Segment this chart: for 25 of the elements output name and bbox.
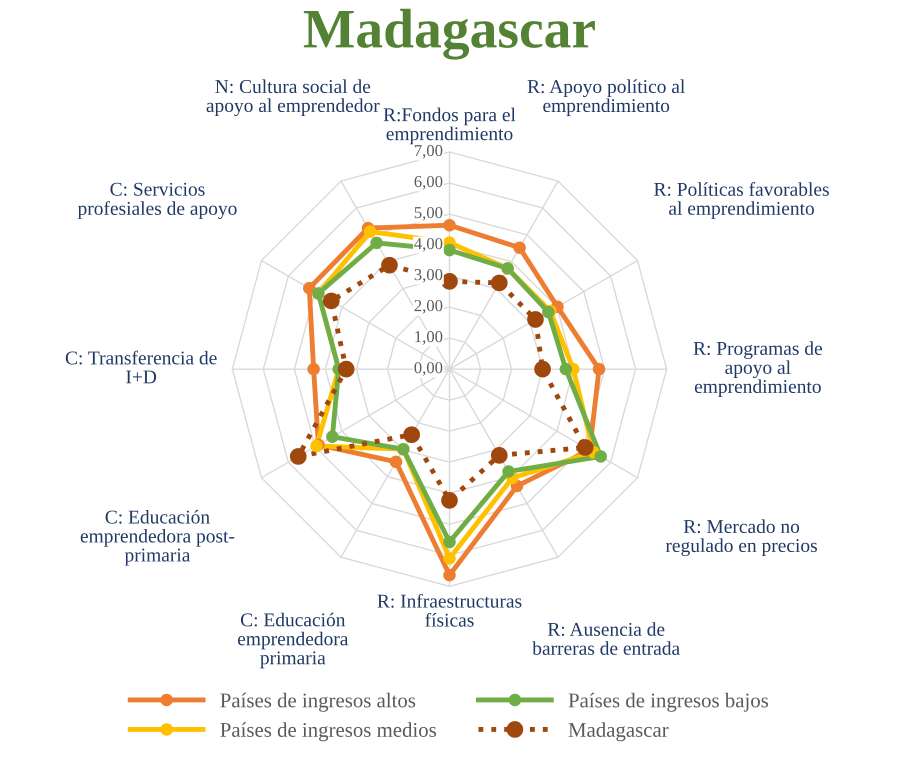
legend-label: Países de ingresos bajos (568, 692, 768, 712)
y-tick-label: 5,00 (414, 206, 442, 221)
y-tick-label: 7,00 (414, 144, 442, 159)
spoke-label: R: Infraestructuras físicas (377, 594, 522, 627)
spoke-label: C: Transferencia de I+D (66, 350, 217, 384)
y-tick-label: 2,00 (414, 300, 442, 314)
spoke-label: R: Apoyo político al emprendimiento (528, 79, 685, 116)
legend-label: Países de ingresos medios (220, 722, 436, 742)
spoke-label: R: Ausencia de barreras de entrada (532, 622, 680, 655)
chart-title: Madagascar (304, 8, 595, 60)
spoke-label: C: Educación emprendedora primaria (238, 612, 348, 668)
y-tick-label: 1,00 (415, 331, 442, 345)
spoke-label: C: Servicios profesiales de apoyo (78, 182, 237, 219)
spoke-label: R: Programas de apoyo al emprendimiento (694, 341, 822, 397)
spoke-label: R: Políticas favorables al emprendimiento (654, 182, 829, 219)
spoke-label: R: Mercado no regulado en precios (666, 519, 817, 556)
spoke-label: R:Fondos para el emprendimiento (384, 108, 516, 144)
legend-label: Madagascar (568, 722, 668, 742)
y-tick-label: 4,00 (414, 238, 442, 252)
y-tick-label: 6,00 (414, 176, 442, 190)
spoke-label: N: Cultura social de apoyo al emprendedor (206, 79, 380, 116)
spoke-label: C: Educación emprendedora post- primaria (80, 510, 234, 566)
y-tick-label: 0,00 (414, 362, 442, 376)
legend-label: Países de ingresos altos (220, 692, 416, 712)
y-tick-label: 3,00 (414, 269, 442, 283)
